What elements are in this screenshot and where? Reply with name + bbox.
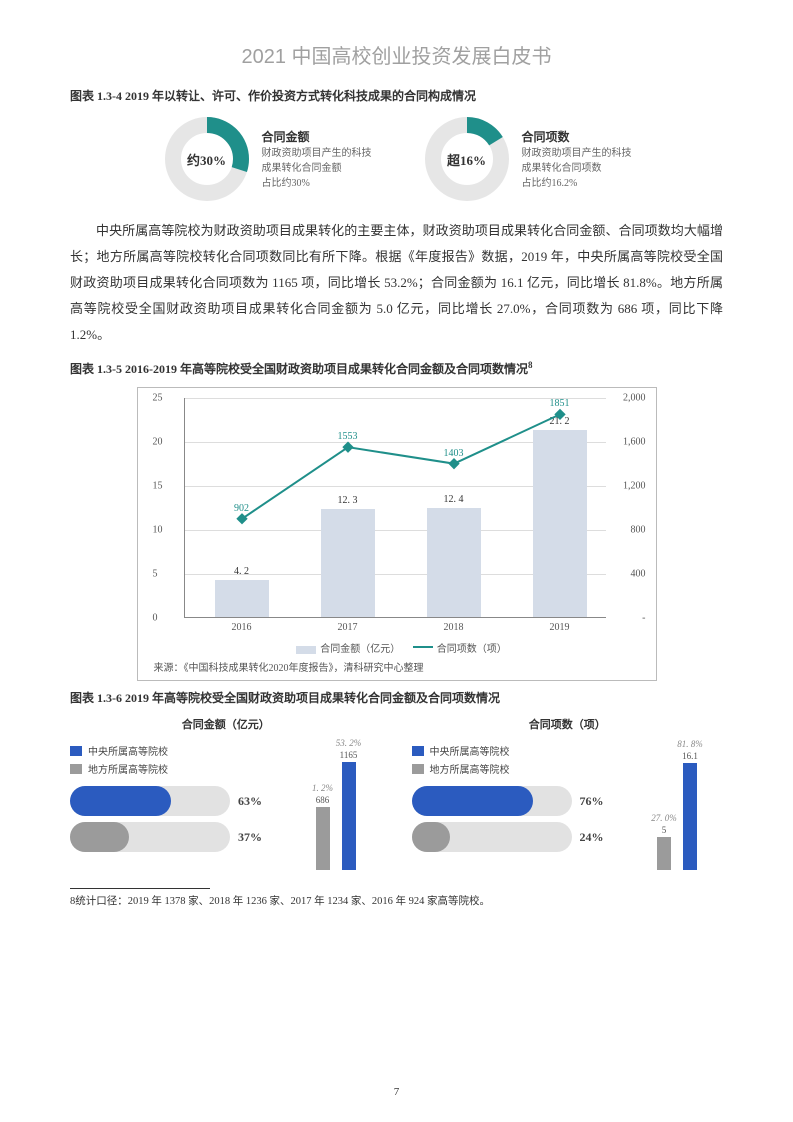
footnote-rule <box>70 888 210 889</box>
donut-chart-row: 约30% 合同金额 财政资助项目产生的科技 成果转化合同金额 占比约30% 超1… <box>70 114 723 204</box>
ytick-left: 20 <box>153 437 163 448</box>
ytick-left: 15 <box>153 481 163 492</box>
panel-left: 合同金额（亿元） 中央所属高等院校 地方所属高等院校 63% 37% 1. 2%… <box>70 716 382 870</box>
donut-right-line1: 财政资助项目产生的科技 <box>522 146 632 161</box>
side-bars: 27. 0% 5 81. 8% 16.1 <box>643 740 723 870</box>
ytick-right: 400 <box>610 569 646 580</box>
ytick-left: 10 <box>153 525 163 536</box>
two-panel-charts: 合同金额（亿元） 中央所属高等院校 地方所属高等院校 63% 37% 1. 2%… <box>70 716 723 870</box>
x-label: 2018 <box>444 622 464 633</box>
x-label: 2017 <box>338 622 358 633</box>
pill-row-1: 76% <box>412 786 636 816</box>
side-bars: 1. 2% 686 53. 2% 1165 <box>302 740 382 870</box>
combo-chart: 0510152025-4008001,2001,6002,0004. 22016… <box>137 387 657 681</box>
donut-right-center: 超16% <box>422 114 512 204</box>
paragraph-1: 中央所属高等院校为财政资助项目成果转化的主要主体，财政资助项目成果转化合同金额、… <box>70 218 723 348</box>
footnote: 8统计口径：2019 年 1378 家、2018 年 1236 家、2017 年… <box>70 893 723 908</box>
combo-source: 来源：《中国科技成果转化2020年度报告》，清科研究中心整理 <box>148 659 646 674</box>
donut-left-title: 合同金额 <box>262 128 372 146</box>
pill-row-2: 24% <box>412 822 636 852</box>
pill-row-2: 37% <box>70 822 294 852</box>
x-label: 2016 <box>232 622 252 633</box>
donut-right-title: 合同项数 <box>522 128 632 146</box>
ytick-right: 2,000 <box>610 393 646 404</box>
donut-left-line2: 成果转化合同金额 <box>262 161 372 176</box>
donut-left-line1: 财政资助项目产生的科技 <box>262 146 372 161</box>
panel-right: 合同项数（项） 中央所属高等院校 地方所属高等院校 76% 24% 27. 0%… <box>412 716 724 870</box>
figure-1-3-6-caption: 图表 1.3-6 2019 年高等院校受全国财政资助项目成果转化合同金额及合同项… <box>70 689 723 706</box>
legend-bar: 合同金额（亿元） <box>320 644 400 655</box>
ytick-left: 25 <box>153 393 163 404</box>
x-label: 2019 <box>550 622 570 633</box>
ytick-right: 800 <box>610 525 646 536</box>
ytick-right: - <box>610 613 646 624</box>
donut-right-line2: 成果转化合同项数 <box>522 161 632 176</box>
donut-left-line3: 占比约30% <box>262 176 372 191</box>
donut-left: 约30% 合同金额 财政资助项目产生的科技 成果转化合同金额 占比约30% <box>162 114 372 204</box>
panel-title: 合同金额（亿元） <box>70 716 382 732</box>
figure-1-3-4-caption: 图表 1.3-4 2019 年以转让、许可、作价投资方式转化科技成果的合同构成情… <box>70 87 723 104</box>
ytick-right: 1,200 <box>610 481 646 492</box>
pill-row-1: 63% <box>70 786 294 816</box>
donut-left-center: 约30% <box>162 114 252 204</box>
legend-line: 合同项数（项） <box>437 644 507 655</box>
panel-title: 合同项数（项） <box>412 716 724 732</box>
mini-legend: 中央所属高等院校 地方所属高等院校 <box>412 743 636 776</box>
page-number: 7 <box>0 1086 793 1098</box>
ytick-left: 5 <box>153 569 158 580</box>
document-title: 2021 中国高校创业投资发展白皮书 <box>70 40 723 69</box>
mini-legend: 中央所属高等院校 地方所属高等院校 <box>70 743 294 776</box>
donut-right-line3: 占比约16.2% <box>522 176 632 191</box>
ytick-left: 0 <box>153 613 158 624</box>
figure-1-3-5-caption: 图表 1.3-5 2016-2019 年高等院校受全国财政资助项目成果转化合同金… <box>70 360 723 377</box>
donut-right: 超16% 合同项数 财政资助项目产生的科技 成果转化合同项数 占比约16.2% <box>422 114 632 204</box>
ytick-right: 1,600 <box>610 437 646 448</box>
combo-legend: 合同金额（亿元） 合同项数（项） <box>148 640 646 655</box>
